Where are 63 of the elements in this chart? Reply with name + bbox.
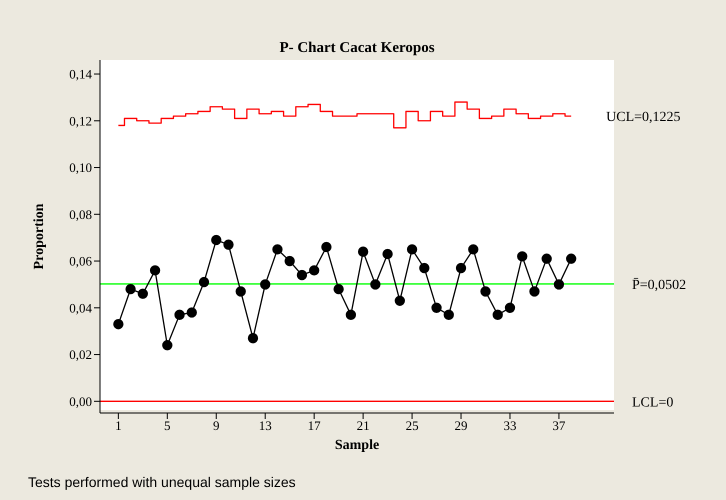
point [125,284,136,294]
point [444,310,454,320]
point [406,244,418,255]
point [370,279,381,290]
point [321,242,332,252]
point [138,288,148,299]
point [113,319,124,330]
point [382,248,393,260]
x-tick-label: 21 [356,418,370,434]
y-tick-label: 0,14 [69,66,92,82]
x-tick-label: 5 [164,418,171,434]
point [150,265,160,276]
text: UCL=0,1225 [606,110,681,126]
point [419,262,430,274]
x-tick-label: 37 [552,418,566,434]
point [529,286,540,297]
point [468,244,478,255]
x-tick-label: 25 [406,418,419,434]
x-tick-label: 9 [213,418,220,434]
point [162,340,172,350]
point [456,262,466,274]
point [554,279,564,290]
y-tick-label: 0,12 [69,113,92,128]
point [198,276,210,288]
point [211,234,222,246]
point [542,254,552,264]
y-axis-title: Proportion [32,203,47,270]
y-tick-label: 0,06 [69,254,92,269]
y-tick-label: 0,02 [69,347,92,362]
point [492,310,503,320]
point [394,296,405,306]
x-tick-label: 17 [308,418,322,434]
point [174,310,185,320]
ref-line-label: LCL=0 [632,395,674,410]
x-tick-label: 29 [454,418,468,434]
point [358,246,368,257]
point [296,270,308,280]
point [260,279,270,290]
point [517,251,528,262]
y-tick-label: 0,00 [69,394,92,409]
chart-title: P- Chart Cacat Keropos [279,40,435,56]
point [248,333,258,344]
point [431,302,442,313]
text: Tests performed with unequal sample sizes [28,474,296,490]
y-tick-label: 0,08 [69,206,92,222]
point [504,302,516,313]
x-tick-label: 13 [258,418,272,434]
point [333,284,344,294]
point [223,240,234,250]
y-tick-label: 0,10 [69,160,92,176]
y-tick-label: 0,04 [69,300,92,316]
point [480,286,491,297]
point [236,286,246,297]
point [566,254,576,264]
ref-line-label: P̄=0,0502 [632,277,686,293]
point [272,244,283,255]
point [309,265,320,276]
x-axis-title: Sample [334,438,380,453]
x-tick-label: 33 [503,418,516,434]
x-tick-label: 1 [115,418,122,434]
point [284,256,295,266]
point [346,310,356,320]
point [186,307,197,318]
